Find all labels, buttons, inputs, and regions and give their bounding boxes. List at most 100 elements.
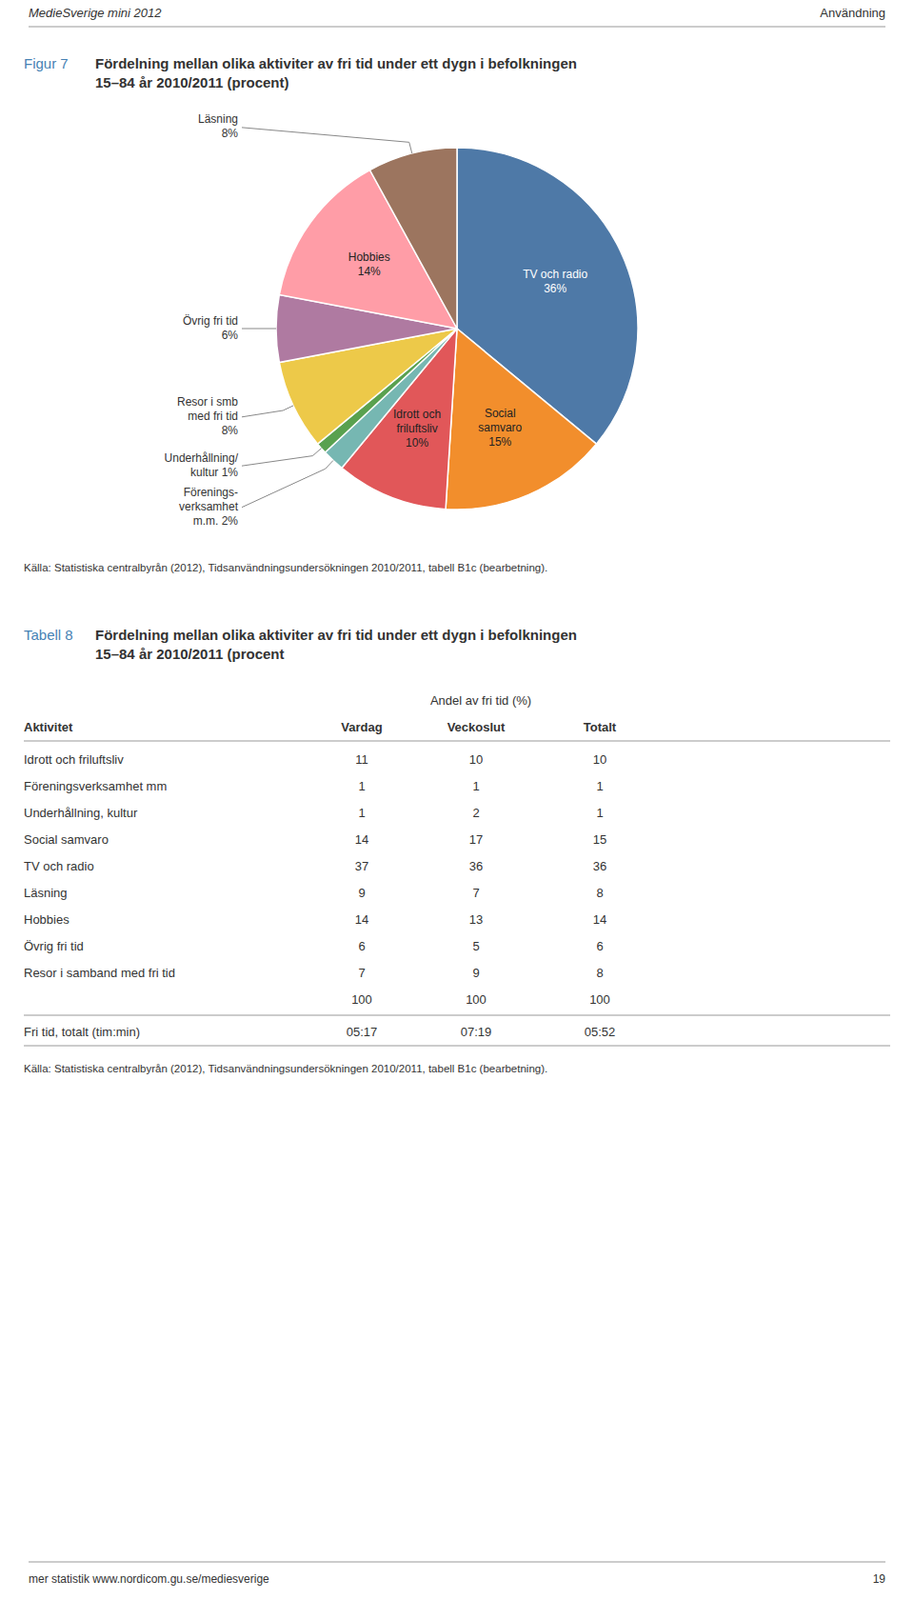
table-cell: Läsning (23, 885, 68, 900)
slice-label-line: Underhållning/ (164, 451, 239, 465)
table-cell: 15 (593, 832, 607, 847)
table-cell: Idrott och friluftsliv (23, 752, 124, 767)
slice-label-line: Social (484, 406, 517, 420)
table-cell: 1 (596, 805, 603, 820)
page: MedieSverige mini 2012 Användning Figur 7 F… (0, 0, 914, 1600)
table-cell: 14 (355, 912, 369, 927)
table-cell: 36 (593, 858, 607, 874)
slice-label: Övrig fri tid6% (182, 314, 239, 342)
table-header: Aktivitet (23, 719, 74, 735)
table-cell: Resor i samband med fri tid (23, 965, 176, 980)
table-cell: Social samvaro (23, 832, 109, 847)
table-cell: Hobbies (23, 912, 70, 927)
slice-label-line: 15% (488, 435, 512, 449)
table-cell: 1 (357, 805, 365, 820)
footer-right: 19 (873, 1571, 887, 1586)
slice-label-line: 6% (221, 328, 239, 342)
table-cell: 100 (465, 992, 487, 1007)
table-cell: 17 (469, 832, 483, 847)
table-title-line: 15–84 år 2010/2011 (procent (95, 645, 284, 662)
slice-label-line: 8% (221, 423, 239, 438)
footer-rule (28, 1561, 886, 1563)
slice-label-line: Idrott och (393, 407, 441, 421)
table-total-cell: 05:52 (584, 1024, 616, 1039)
table-cell: 9 (357, 885, 365, 900)
pie: TV och radio36% Socialsamvaro15% Idrott oc… (164, 113, 638, 528)
table-cell: 2 (472, 805, 479, 820)
table-header: Totalt (583, 719, 617, 735)
table-total-cell: 07:19 (460, 1024, 493, 1039)
slice-label-line: 14% (357, 264, 381, 279)
header-rule (28, 26, 886, 28)
slice-label-line: TV och radio (522, 267, 588, 281)
slice-label-line: Resor i smb (177, 395, 239, 409)
leader-line (241, 405, 294, 418)
table-cell: 36 (469, 858, 483, 874)
figure-label: Figur 7 (23, 55, 69, 72)
table-cell: Övrig fri tid (23, 938, 84, 954)
table-cell: 1 (472, 778, 479, 794)
chart-title: Fördelning mellan olika aktiviter av fri… (95, 55, 577, 91)
table-cell: 10 (469, 752, 483, 767)
slice-label-line: Övrig fri tid (182, 314, 239, 328)
table-rule (23, 1045, 891, 1047)
table-rule (23, 740, 891, 742)
chart-title-line: Fördelning mellan olika aktiviter av fri… (95, 55, 577, 72)
chart-source: Källa: Statistiska centralbyrån (2012), … (23, 561, 548, 574)
table-cell: TV och radio (23, 858, 95, 874)
slice-label: Hobbies14% (348, 250, 391, 279)
slice-label-line: 8% (221, 127, 239, 141)
slice-label-line: friluftsliv (396, 421, 438, 436)
slice-label: TV och radio36% (522, 267, 588, 296)
table-subtitle: Andel av fri tid (%) (430, 693, 532, 708)
table-cell: Underhållning, kultur (23, 805, 139, 820)
slice-label-line: med fri tid (187, 409, 239, 423)
slice-label-line: 36% (543, 281, 567, 296)
slice-label: Läsning8% (198, 113, 239, 141)
slice-label-line: kultur 1% (190, 465, 239, 479)
slice-label-line: Förenings- (183, 485, 239, 499)
leader-line (241, 328, 277, 330)
table-cell: 6 (357, 938, 365, 954)
slice-label-line: 10% (405, 436, 429, 450)
leader-line (241, 127, 413, 154)
table-source: Källa: Statistiska centralbyrån (2012), … (23, 1062, 548, 1074)
table-title: Fördelning mellan olika aktiviter av fri… (95, 626, 577, 662)
table-cell: 100 (351, 992, 373, 1007)
table-cell: 7 (357, 965, 365, 980)
table-cell: 100 (589, 992, 611, 1007)
header-right: Användning (819, 5, 886, 20)
slice-label-line: samvaro (477, 420, 522, 435)
table-cell: 1 (357, 778, 365, 794)
table-cell: Föreningsverksamhet mm (23, 778, 167, 794)
table-label: Tabell 8 (23, 626, 74, 643)
table-cell: 14 (593, 912, 607, 927)
table-cell: 11 (355, 752, 369, 767)
footer-left: mer statistik www.nordicom.gu.se/mediesv… (28, 1571, 270, 1586)
slice-label-line: Läsning (198, 113, 239, 127)
table-cell: 8 (596, 885, 603, 900)
leader-line (241, 460, 334, 508)
slice-label-line: m.m. 2% (193, 514, 239, 528)
table-cell: 9 (472, 965, 479, 980)
table-total-cell: Fri tid, totalt (tim:min) (23, 1024, 140, 1039)
table-title-line: Fördelning mellan olika aktiviter av fri… (95, 626, 577, 643)
pie-slice (445, 328, 597, 510)
slice-label: Förenings-verksamhetm.m. 2% (178, 485, 239, 528)
table-cell: 5 (472, 938, 479, 954)
table-rule (23, 1014, 891, 1016)
table-cell: 8 (596, 965, 603, 980)
table-cell: 6 (596, 938, 603, 954)
table-cell: 1 (596, 778, 603, 794)
table-cell: 37 (355, 858, 369, 874)
header-left: MedieSverige mini 2012 (28, 5, 162, 20)
pie-slice (369, 147, 457, 329)
pie-labels: TV och radio36% Socialsamvaro15% Idrott oc… (164, 113, 589, 528)
leader-line (241, 448, 321, 467)
table-header: Vardag (340, 719, 382, 735)
table-cell: 7 (472, 885, 479, 900)
slice-label-line: Hobbies (348, 250, 391, 264)
slice-label: Socialsamvaro15% (477, 406, 522, 449)
slice-label: Resor i smbmed fri tid8% (177, 395, 239, 438)
chart-title-line: 15–84 år 2010/2011 (procent) (95, 74, 289, 91)
